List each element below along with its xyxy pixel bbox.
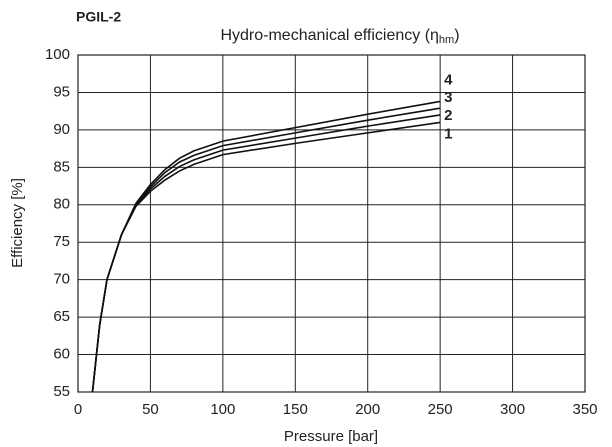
y-tick-label: 65 bbox=[53, 308, 70, 325]
x-tick-label: 100 bbox=[210, 401, 235, 418]
series-label: 4 bbox=[444, 71, 453, 88]
x-tick-label: 250 bbox=[428, 401, 453, 418]
x-tick-label: 200 bbox=[355, 401, 380, 418]
y-tick-label: 90 bbox=[53, 121, 70, 138]
y-tick-label: 60 bbox=[53, 346, 70, 363]
y-tick-label: 75 bbox=[53, 233, 70, 250]
series-label: 2 bbox=[444, 107, 452, 124]
x-tick-label: 50 bbox=[142, 401, 159, 418]
y-tick-label: 55 bbox=[53, 383, 70, 400]
y-tick-label: 100 bbox=[45, 46, 70, 63]
y-tick-label: 70 bbox=[53, 271, 70, 288]
y-tick-label: 80 bbox=[53, 196, 70, 213]
y-tick-label: 85 bbox=[53, 158, 70, 175]
title-end: ) bbox=[454, 27, 459, 44]
line-series bbox=[91, 100, 441, 393]
series-label: 1 bbox=[444, 125, 452, 142]
y-axis-label: Efficiency [%] bbox=[9, 178, 26, 268]
line-series bbox=[91, 121, 441, 393]
x-axis-label: Pressure [bar] bbox=[284, 428, 378, 445]
series-label: 3 bbox=[444, 89, 452, 106]
title-main: Hydro-mechanical efficiency (η bbox=[220, 27, 438, 44]
x-tick-label: 350 bbox=[572, 401, 597, 418]
x-tick-label: 300 bbox=[500, 401, 525, 418]
chart-subtitle: PGIL-2 bbox=[76, 9, 121, 25]
plot-frame bbox=[77, 54, 586, 393]
x-tick-label: 150 bbox=[283, 401, 308, 418]
y-tick-label: 95 bbox=[53, 83, 70, 100]
chart-title: Hydro-mechanical efficiency (ηhm) bbox=[220, 27, 459, 46]
line-series bbox=[91, 107, 441, 393]
title-sub: hm bbox=[439, 34, 454, 46]
x-tick-label: 0 bbox=[74, 401, 82, 418]
line-series bbox=[91, 114, 441, 393]
